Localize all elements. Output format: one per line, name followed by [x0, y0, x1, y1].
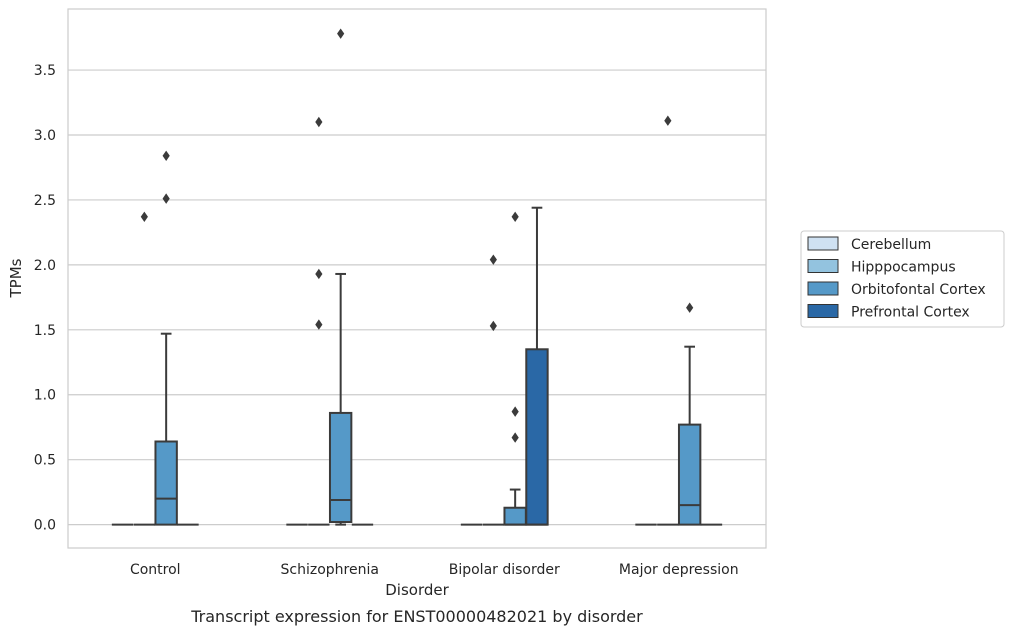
- legend-swatch: [807, 259, 839, 273]
- outlier-point: [511, 432, 519, 443]
- y-tick-label: 2.0: [34, 258, 56, 274]
- box-group: [154, 150, 178, 526]
- outlier-point: [664, 115, 672, 126]
- box: [677, 423, 702, 526]
- y-tick-label: 1.0: [34, 388, 56, 404]
- plot-background: [68, 9, 766, 548]
- box-group: [525, 206, 549, 526]
- legend-label: Hipppocampus: [851, 260, 956, 276]
- box: [328, 411, 353, 524]
- x-tick-label: Major depression: [619, 562, 739, 578]
- y-axis-title: TPMs: [7, 258, 25, 298]
- y-tick-label: 3.5: [34, 63, 56, 79]
- box: [525, 348, 549, 526]
- y-axis-ticks: 0.0 0.5 1.0 1.5 2.0 2.5 3.0 3.5: [34, 63, 56, 534]
- legend-swatch: [807, 304, 839, 318]
- box: [503, 506, 527, 526]
- box: [154, 440, 178, 526]
- x-axis-title: Disorder: [385, 581, 449, 599]
- outlier-point: [686, 302, 694, 313]
- legend-swatch: [807, 281, 839, 296]
- plot-frame: [67, 8, 767, 549]
- legend-label: Orbitofontal Cortex: [851, 282, 986, 298]
- box-group: [308, 116, 330, 526]
- outlier-point: [511, 211, 519, 223]
- box-group: [657, 115, 679, 526]
- legend: Cerebellum Hipppocampus Orbitofontal Corte…: [800, 230, 1005, 328]
- legend-label: Prefrontal Cortex: [851, 305, 970, 321]
- outlier-point: [489, 254, 497, 265]
- y-tick-label: 0.0: [34, 518, 56, 534]
- outlier-point: [315, 116, 323, 128]
- y-tick-label: 2.5: [34, 193, 56, 209]
- outlier-point: [511, 406, 519, 417]
- box-group: [677, 302, 702, 526]
- outlier-point: [162, 150, 170, 161]
- box-group: [328, 28, 353, 526]
- x-axis-ticks: Control Schizophrenia Bipolar disorder Majo…: [130, 562, 739, 578]
- x-tick-label: Bipolar disorder: [449, 562, 560, 578]
- legend-swatch: [807, 236, 839, 251]
- box-group: [133, 211, 156, 526]
- outlier-point: [315, 268, 323, 280]
- outlier-point: [140, 211, 148, 223]
- y-tick-label: 0.5: [34, 453, 56, 469]
- box-group: [503, 211, 527, 526]
- legend-label: Cerebellum: [851, 237, 931, 253]
- x-tick-label: Control: [130, 562, 181, 578]
- y-tick-label: 1.5: [34, 323, 56, 339]
- outlier-point: [337, 28, 345, 39]
- box-marks: [111, 28, 723, 526]
- outlier-point: [489, 320, 497, 332]
- y-tick-label: 3.0: [34, 128, 56, 144]
- x-tick-label: Schizophrenia: [281, 562, 379, 578]
- outlier-point: [315, 319, 323, 330]
- outlier-point: [162, 193, 170, 204]
- box-group: [482, 254, 505, 526]
- chart-caption: Transcript expression for ENST0000048202…: [190, 607, 643, 626]
- legend-frame: [800, 230, 1005, 328]
